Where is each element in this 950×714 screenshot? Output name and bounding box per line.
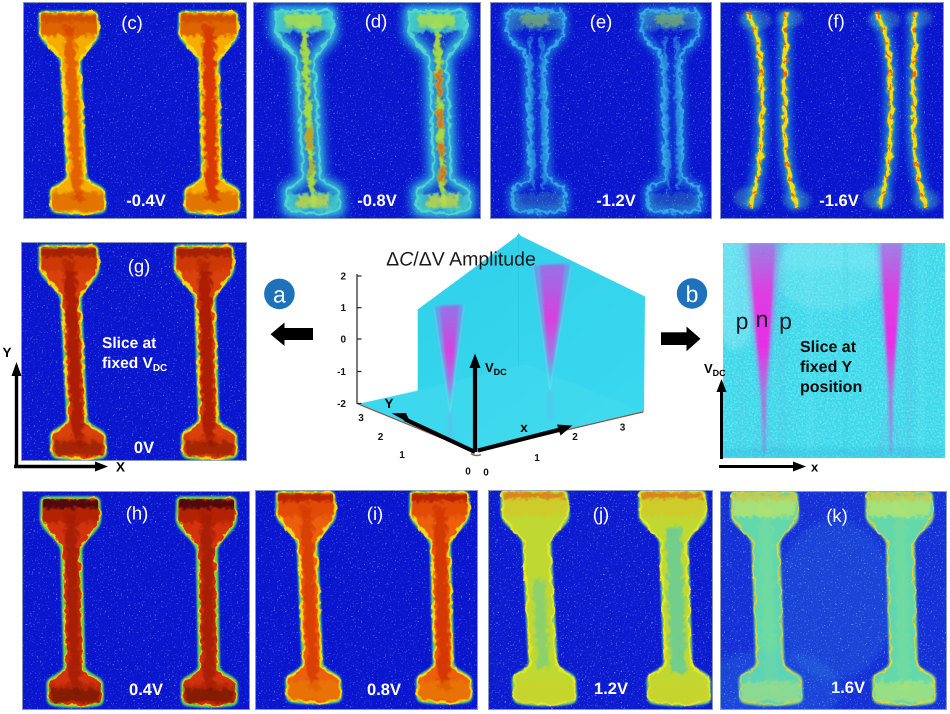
svg-text:(j): (j) — [593, 504, 609, 525]
svg-text:1.2V: 1.2V — [594, 680, 628, 698]
svg-text:1: 1 — [399, 450, 405, 461]
svg-text:0.8V: 0.8V — [367, 681, 401, 699]
svg-text:a: a — [273, 281, 286, 307]
svg-text:-2: -2 — [337, 399, 346, 410]
svg-text:p: p — [736, 308, 749, 334]
svg-text:(c): (c) — [121, 12, 143, 33]
svg-text:3: 3 — [358, 413, 364, 424]
svg-text:fixed VDC: fixed VDC — [102, 355, 167, 374]
svg-text:VDC: VDC — [704, 361, 726, 378]
svg-text:0: 0 — [483, 468, 489, 479]
svg-text:-1: -1 — [337, 367, 346, 378]
svg-text:-1.2V: -1.2V — [596, 192, 635, 210]
svg-text:(i): (i) — [367, 503, 383, 524]
svg-text:0V: 0V — [134, 439, 154, 457]
svg-text:Slice at: Slice at — [102, 335, 156, 352]
svg-text:2: 2 — [572, 432, 578, 443]
svg-text:(k): (k) — [826, 505, 848, 526]
svg-text:(f): (f) — [827, 11, 844, 32]
svg-text:X: X — [116, 460, 125, 475]
svg-text:2: 2 — [340, 272, 346, 283]
svg-text:1: 1 — [534, 453, 540, 464]
svg-text:0.4V: 0.4V — [129, 681, 163, 699]
svg-text:3: 3 — [620, 423, 626, 434]
svg-text:ΔC/ΔV Amplitude: ΔC/ΔV Amplitude — [386, 249, 536, 271]
svg-text:(d): (d) — [365, 11, 388, 32]
svg-text:1.6V: 1.6V — [831, 679, 865, 697]
svg-text:2: 2 — [378, 432, 384, 443]
svg-text:Slice at: Slice at — [800, 339, 857, 356]
svg-text:0: 0 — [340, 335, 346, 346]
svg-text:(g): (g) — [128, 256, 151, 277]
svg-text:p: p — [779, 308, 792, 334]
svg-text:Y: Y — [384, 396, 393, 411]
svg-text:(e): (e) — [590, 11, 613, 32]
svg-text:-1.6V: -1.6V — [819, 192, 858, 210]
svg-text:(h): (h) — [126, 503, 149, 524]
svg-text:-0.4V: -0.4V — [126, 192, 165, 210]
svg-text:Y: Y — [2, 345, 11, 360]
svg-text:x: x — [811, 460, 819, 475]
svg-text:position: position — [800, 379, 862, 396]
svg-text:n: n — [756, 306, 769, 332]
svg-text:1: 1 — [340, 303, 346, 314]
svg-text:b: b — [686, 281, 699, 307]
svg-text:x: x — [520, 420, 528, 435]
svg-text:0: 0 — [465, 467, 471, 478]
svg-text:-0.8V: -0.8V — [357, 192, 396, 210]
svg-text:fixed Y: fixed Y — [800, 359, 853, 376]
